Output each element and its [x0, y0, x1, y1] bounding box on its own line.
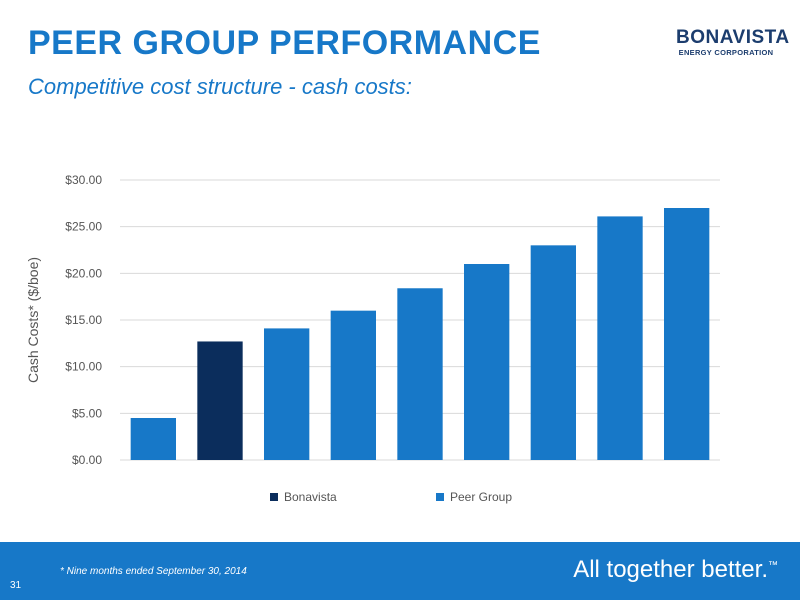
legend-label: Bonavista	[284, 490, 337, 504]
footnote: * Nine months ended September 30, 2014	[60, 566, 247, 577]
bar	[130, 418, 176, 460]
slogan: All together better.™	[573, 556, 778, 584]
legend-swatch	[270, 493, 278, 501]
company-logo: BONAVISTA ENERGY CORPORATION	[676, 27, 790, 58]
slide-title: PEER GROUP PERFORMANCE	[28, 24, 541, 62]
bars	[130, 208, 710, 460]
bar	[464, 264, 510, 460]
y-tick-label: $20.00	[65, 266, 102, 280]
bar	[330, 310, 376, 460]
page-number: 31	[10, 580, 22, 591]
bar	[530, 245, 576, 460]
trademark-mark: ™	[768, 560, 778, 571]
bar	[597, 216, 643, 460]
y-tick-label: $15.00	[65, 313, 102, 327]
bar	[264, 328, 310, 460]
slide-subtitle: Competitive cost structure - cash costs:	[28, 74, 412, 99]
y-tick-label: $30.00	[65, 173, 102, 187]
footer-bar: * Nine months ended September 30, 2014 3…	[0, 542, 800, 600]
y-tick-label: $0.00	[72, 453, 102, 467]
y-tick-label: $10.00	[65, 360, 102, 374]
bar	[197, 341, 243, 460]
legend-swatch	[436, 493, 444, 501]
y-tick-label: $5.00	[72, 406, 102, 420]
logo-tagline: ENERGY CORPORATION	[678, 48, 774, 57]
y-axis-label: Cash Costs* ($/boe)	[25, 257, 41, 383]
logo-name: BONAVISTA	[676, 27, 790, 48]
legend: Bonavista Peer Group	[270, 490, 512, 504]
y-tick-label: $25.00	[65, 220, 102, 234]
y-tick-labels: $0.00 $5.00 $10.00 $15.00 $20.00 $25.00 $30.00	[65, 173, 102, 467]
legend-label: Peer Group	[450, 490, 512, 504]
slogan-text: All together better.	[573, 556, 768, 583]
cash-cost-chart: $0.00 $5.00 $10.00 $15.00 $20.00 $25.00 $30.00…	[25, 173, 720, 504]
bar	[397, 288, 443, 460]
bar	[664, 208, 710, 460]
